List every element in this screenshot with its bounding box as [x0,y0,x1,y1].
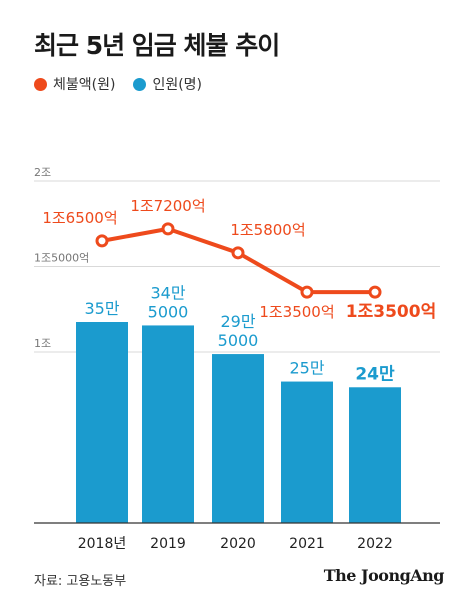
amount-point-3 [300,285,314,299]
bar-label-1-0: 34만 [150,283,185,302]
legend-swatch-workers [133,77,147,91]
amount-point-0 [95,234,109,248]
legend-label-amount: 체불액(원) [53,77,116,93]
y-tick-label-0: 1조 [34,337,51,350]
bar-label-1-1: 5000 [148,302,189,321]
legend-item-workers: 인원(명) [133,74,202,94]
legend-item-amount: 체불액(원) [34,74,115,94]
bar-1 [142,325,194,523]
bar-0 [76,322,128,523]
amount-label-4: 1조3500억 [346,302,436,322]
amount-label-1: 1조7200억 [130,197,205,215]
bar-label-2-0: 29만 [220,312,255,331]
bar-label-0-0: 35만 [84,299,119,318]
bar-2 [212,354,264,523]
y-tick-label-2: 2조 [34,166,51,179]
legend-label-workers: 인원(명) [152,77,203,93]
source-note: 자료: 고용노동부 [34,574,127,589]
amount-point-4 [368,285,382,299]
legend-swatch-amount [34,77,47,91]
chart-title: 최근 5년 임금 체불 추이 [34,31,280,60]
bar-label-4-0: 24만 [355,364,395,384]
axes: 2018년 2019 2020 2021 2022 [34,522,440,552]
x-tick-label-1: 2019 [150,536,186,552]
brand-logo: The JoongAng [323,566,445,585]
x-tick-label-4: 2022 [357,536,393,552]
amount-line [95,222,382,299]
amount-label-3: 1조3500억 [259,303,334,321]
bar-label-2-1: 5000 [218,331,259,350]
x-tick-label-3: 2021 [289,536,325,552]
bar-3 [281,381,333,523]
amount-point-2 [231,246,245,260]
x-tick-label-0: 2018년 [78,536,127,552]
amount-label-0: 1조6500억 [42,209,117,227]
legend: 체불액(원) 인원(명) [34,74,214,94]
bar-label-3-0: 25만 [289,359,324,378]
amount-point-1 [161,222,175,236]
amount-label-2: 1조5800억 [230,221,305,239]
bar-4 [349,387,401,523]
y-tick-label-1: 1조5000억 [34,252,89,265]
bars [76,322,401,523]
x-tick-label-2: 2020 [220,536,256,552]
